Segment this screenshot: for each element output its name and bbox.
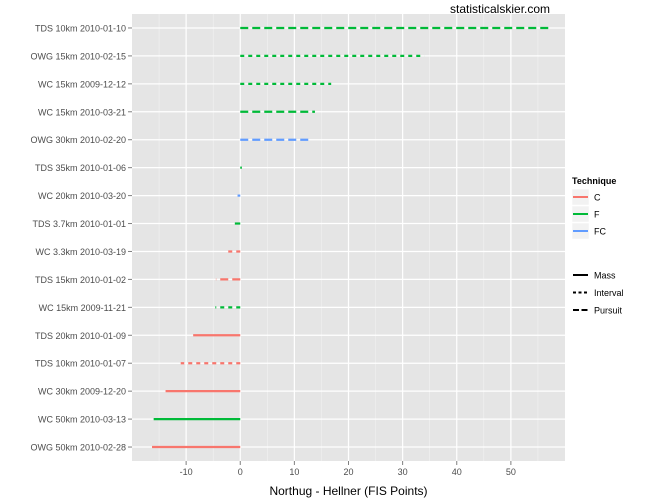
y-tick-label: TDS 35km 2010-01-06 [35, 163, 126, 173]
legend-label-style: Mass [594, 271, 616, 281]
legend-label-technique: F [594, 210, 600, 220]
x-tick-label: 50 [506, 467, 516, 477]
y-tick-label: TDS 3.7km 2010-01-01 [32, 219, 126, 229]
x-tick-label: 40 [452, 467, 462, 477]
legend-label-style: Pursuit [594, 306, 623, 316]
y-tick-label: WC 15km 2009-11-21 [39, 303, 126, 313]
y-tick-label: WC 15km 2010-03-21 [38, 107, 126, 117]
y-tick-label: WC 20km 2010-03-20 [38, 191, 126, 201]
y-tick-label: OWG 15km 2010-02-15 [30, 51, 126, 61]
y-tick-label: OWG 50km 2010-02-28 [30, 443, 126, 453]
x-tick-label: 20 [343, 467, 353, 477]
x-tick-label: 10 [289, 467, 299, 477]
x-tick-label: 0 [238, 467, 243, 477]
legend-title-technique: Technique [572, 176, 616, 186]
y-tick-label: WC 15km 2009-12-12 [38, 79, 126, 89]
watermark-text: statisticalskier.com [450, 2, 551, 16]
y-tick-label: WC 30km 2009-12-20 [38, 387, 126, 397]
legend-key-box [572, 302, 589, 318]
y-tick-label: TDS 20km 2010-01-09 [35, 331, 126, 341]
y-tick-label: TDS 10km 2010-01-10 [35, 23, 126, 33]
legend-label-technique: C [594, 193, 601, 203]
y-tick-label: OWG 30km 2010-02-20 [30, 135, 126, 145]
y-tick-label: TDS 10km 2010-01-07 [35, 359, 126, 369]
y-tick-label: WC 50km 2010-03-13 [38, 415, 126, 425]
y-tick-label: TDS 15km 2010-01-02 [35, 275, 126, 285]
x-axis-label: Northug - Hellner (FIS Points) [269, 484, 427, 498]
legend-label-style: Interval [594, 288, 624, 298]
y-tick-label: WC 3.3km 2010-03-19 [35, 247, 126, 257]
x-tick-label: -10 [180, 467, 193, 477]
legend-label-technique: FC [594, 227, 606, 237]
x-tick-label: 30 [398, 467, 408, 477]
